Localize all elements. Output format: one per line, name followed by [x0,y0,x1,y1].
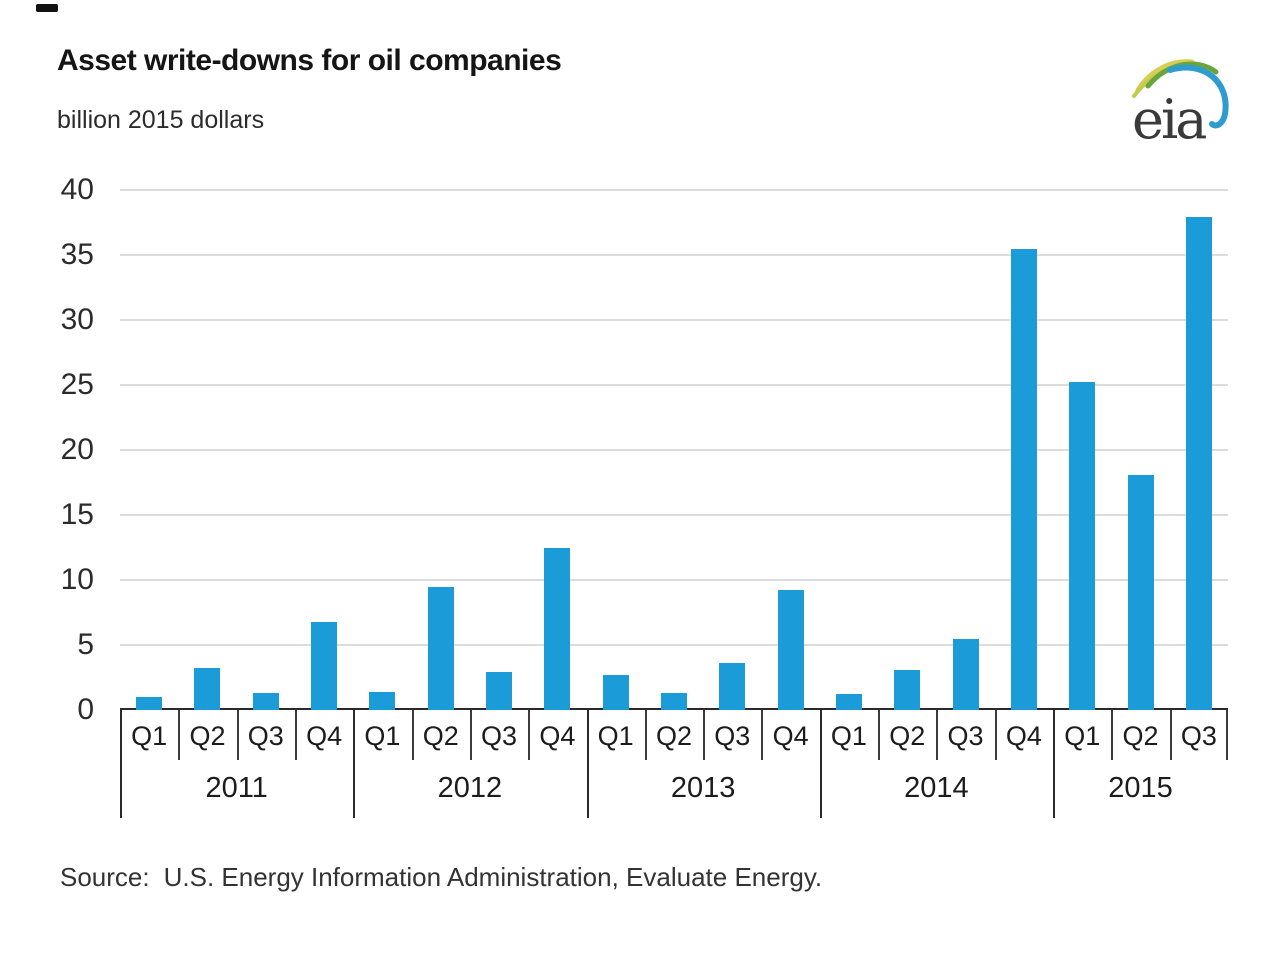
chart-title: Asset write-downs for oil companies [57,44,562,77]
y-tick-label: 40 [60,173,94,206]
year-separator [819,710,822,818]
bar-2015-Q2 [1127,474,1154,710]
grid-line [120,254,1228,256]
quarter-label: Q2 [422,721,459,751]
y-tick-label: 35 [60,238,94,271]
quarter-label: Q1 [597,721,634,751]
y-axis-labels: 0 5 10 15 20 25 30 35 40 [0,174,108,726]
quarter-tick [1226,710,1228,760]
bar-2014-Q1 [835,694,862,710]
grid-line [120,644,1228,646]
quarter-tick [294,710,297,760]
year-separator [353,710,356,818]
quarter-label: Q1 [364,721,401,751]
grid-line [120,319,1228,321]
bar-2013-Q3 [719,663,746,710]
year-label-2012: 2012 [437,772,503,804]
bar-2015-Q1 [1069,382,1096,710]
quarter-label: Q1 [830,721,867,751]
grid-line [120,189,1228,191]
year-separator [586,710,589,818]
quarter-label: Q4 [306,721,343,751]
y-tick-label: 5 [77,628,94,661]
grid-line [120,514,1228,516]
quarter-label: Q4 [772,721,809,751]
artifact-mark [36,4,58,12]
source-line: Source: U.S. Energy Information Administr… [60,862,822,893]
y-tick-label: 20 [60,433,94,466]
grid-line [120,384,1228,386]
year-label-2013: 2013 [670,772,736,804]
grid-line [120,579,1228,581]
bar-2013-Q2 [661,693,687,710]
y-tick-label: 25 [60,368,94,401]
quarter-label: Q2 [889,721,926,751]
quarter-tick [411,710,414,760]
chart-units-subtitle: billion 2015 dollars [57,106,265,134]
y-tick-label: 15 [60,498,94,531]
bar-2011-Q3 [252,693,279,710]
quarter-tick [469,710,472,760]
bar-2014-Q2 [894,669,921,710]
bar-2011-Q1 [136,697,163,710]
grid-line [120,449,1228,451]
year-label-2015: 2015 [1108,772,1173,804]
eia-logo-graphic: eia [1132,59,1229,151]
bar-2012-Q3 [486,672,513,710]
bar-2012-Q2 [427,586,454,710]
quarter-tick [236,710,239,760]
y-tick-label: 30 [60,303,94,336]
eia-logo-text: eia [1132,88,1206,151]
bar-2011-Q2 [194,668,221,710]
quarter-label: Q2 [655,721,692,751]
eia-logo: eia [1126,50,1238,152]
quarter-tick [528,710,531,760]
quarter-tick [761,710,764,760]
quarter-label: Q2 [189,721,226,751]
quarter-tick [178,710,181,760]
quarter-tick [644,710,647,760]
year-label-2011: 2011 [205,772,268,804]
quarter-label: Q3 [247,721,284,751]
quarter-label: Q1 [1064,721,1101,751]
bar-2014-Q3 [952,638,979,710]
quarter-tick [703,710,706,760]
bar-2015-Q3 [1185,217,1212,710]
y-tick-label: 10 [60,563,94,596]
quarter-label: Q3 [714,721,751,751]
bar-2013-Q4 [777,590,804,710]
quarter-label: Q1 [131,721,168,751]
bar-2013-Q1 [602,674,629,710]
source-label: Source: [60,862,150,892]
quarter-tick [1169,710,1172,760]
quarter-tick [878,710,881,760]
bar-2011-Q4 [311,621,338,710]
plot-area: Q1 Q2 Q3 Q4 Q1 Q2 Q3 Q4 Q1 Q2 Q3 Q4 Q1 Q2 Q3 Q4 Q1 Q2 Q3 20… [120,189,1228,820]
bar-2014-Q4 [1010,248,1037,710]
quarter-label: Q4 [539,721,576,751]
quarter-tick [1111,710,1114,760]
quarter-label: Q2 [1122,721,1159,751]
year-separator [1053,710,1056,818]
source-text: U.S. Energy Information Administration, … [163,862,823,892]
quarter-label: Q3 [947,721,984,751]
quarter-label: Q4 [1005,721,1042,751]
quarter-label: Q3 [1180,721,1217,751]
quarter-tick [936,710,939,760]
year-separator [120,710,122,818]
year-label-2014: 2014 [904,772,969,804]
bar-2012-Q4 [544,547,571,710]
y-tick-label: 0 [77,693,94,726]
quarter-label: Q3 [481,721,518,751]
quarter-tick [994,710,997,760]
bar-2012-Q1 [369,691,396,710]
